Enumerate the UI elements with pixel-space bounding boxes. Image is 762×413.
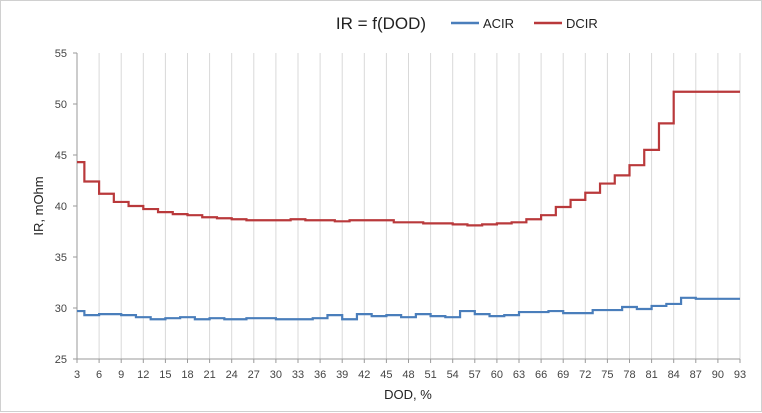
x-tick-label-48: 48 [402,369,414,381]
x-tick-label-21: 21 [203,369,215,381]
x-tick-label-69: 69 [557,369,569,381]
x-tick-label-27: 27 [248,369,260,381]
x-tick-label-36: 36 [314,369,326,381]
x-tick-label-66: 66 [535,369,547,381]
x-tick-label-87: 87 [690,369,702,381]
y-tick-label-35: 35 [55,252,67,264]
x-tick-label-15: 15 [159,369,171,381]
y-tick-label-25: 25 [55,354,67,366]
x-tick-label-78: 78 [623,369,635,381]
x-tick-label-39: 39 [336,369,348,381]
x-tick-label-51: 51 [424,369,436,381]
chart-title: IR = f(DOD) [336,14,426,33]
x-tick-label-75: 75 [601,369,613,381]
x-tick-label-42: 42 [358,369,370,381]
series-line-acir [77,296,740,321]
x-tick-labels: 3 6 9 12 15 18 21 24 27 30 33 36 39 42 45 48 51 54 57 60 63 6… [74,369,746,381]
series-lines [77,90,740,321]
x-tick-label-33: 33 [292,369,304,381]
x-tick-label-57: 57 [469,369,481,381]
y-axis-label: IR, mOhm [31,176,46,235]
x-tick-label-84: 84 [668,369,680,381]
x-tick-label-63: 63 [513,369,525,381]
y-tick-label-45: 45 [55,150,67,162]
y-tick-labels: 25 30 35 40 45 50 55 [55,48,67,366]
legend-label-dcir: DCIR [566,16,598,31]
x-tick-label-12: 12 [137,369,149,381]
x-tick-label-9: 9 [118,369,124,381]
x-tick-label-93: 93 [734,369,746,381]
series-line-dcir [77,90,740,227]
x-tick-label-3: 3 [74,369,80,381]
grid-lines [98,53,741,359]
x-tick-label-24: 24 [226,369,238,381]
x-tick-label-81: 81 [645,369,657,381]
x-tick-label-90: 90 [712,369,724,381]
legend: ACIR DCIR [451,16,598,31]
x-tick-label-45: 45 [380,369,392,381]
x-tick-label-30: 30 [270,369,282,381]
x-tick-label-72: 72 [579,369,591,381]
x-tick-label-18: 18 [181,369,193,381]
y-tick-label-55: 55 [55,48,67,60]
x-tick-label-60: 60 [491,369,503,381]
legend-label-acir: ACIR [483,16,514,31]
y-tick-label-30: 30 [55,303,67,315]
axes [73,52,741,363]
x-axis-label: DOD, % [384,387,432,402]
y-tick-label-50: 50 [55,99,67,111]
x-tick-label-54: 54 [447,369,459,381]
y-tick-label-40: 40 [55,201,67,213]
x-tick-label-6: 6 [96,369,102,381]
